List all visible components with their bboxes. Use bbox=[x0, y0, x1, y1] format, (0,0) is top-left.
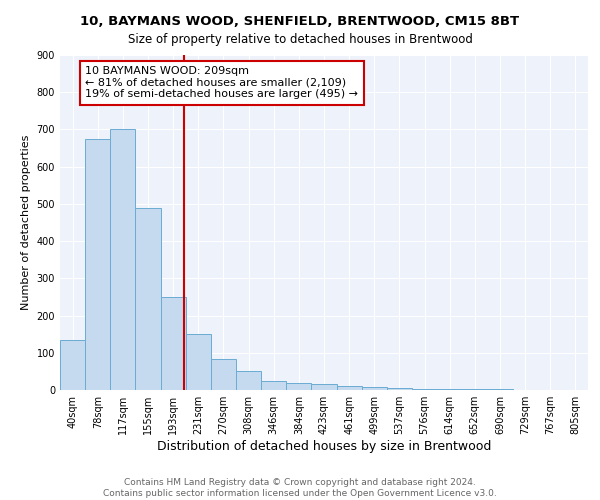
Bar bbox=[261, 380, 286, 390]
Bar bbox=[437, 389, 462, 390]
Text: 10 BAYMANS WOOD: 209sqm
← 81% of detached houses are smaller (2,109)
19% of semi: 10 BAYMANS WOOD: 209sqm ← 81% of detache… bbox=[85, 66, 358, 100]
Y-axis label: Number of detached properties: Number of detached properties bbox=[21, 135, 31, 310]
Text: Contains HM Land Registry data © Crown copyright and database right 2024.
Contai: Contains HM Land Registry data © Crown c… bbox=[103, 478, 497, 498]
Bar bbox=[186, 334, 211, 390]
Bar bbox=[211, 359, 236, 390]
Bar bbox=[161, 297, 186, 390]
Bar bbox=[85, 138, 110, 390]
X-axis label: Distribution of detached houses by size in Brentwood: Distribution of detached houses by size … bbox=[157, 440, 491, 453]
Bar bbox=[60, 340, 85, 390]
Bar bbox=[136, 208, 161, 390]
Bar bbox=[311, 384, 337, 390]
Bar bbox=[412, 389, 437, 390]
Bar bbox=[337, 386, 362, 390]
Bar bbox=[362, 388, 387, 390]
Bar bbox=[236, 372, 261, 390]
Bar bbox=[387, 388, 412, 390]
Text: 10, BAYMANS WOOD, SHENFIELD, BRENTWOOD, CM15 8BT: 10, BAYMANS WOOD, SHENFIELD, BRENTWOOD, … bbox=[80, 15, 520, 28]
Text: Size of property relative to detached houses in Brentwood: Size of property relative to detached ho… bbox=[128, 32, 472, 46]
Bar bbox=[110, 130, 136, 390]
Bar bbox=[286, 382, 311, 390]
